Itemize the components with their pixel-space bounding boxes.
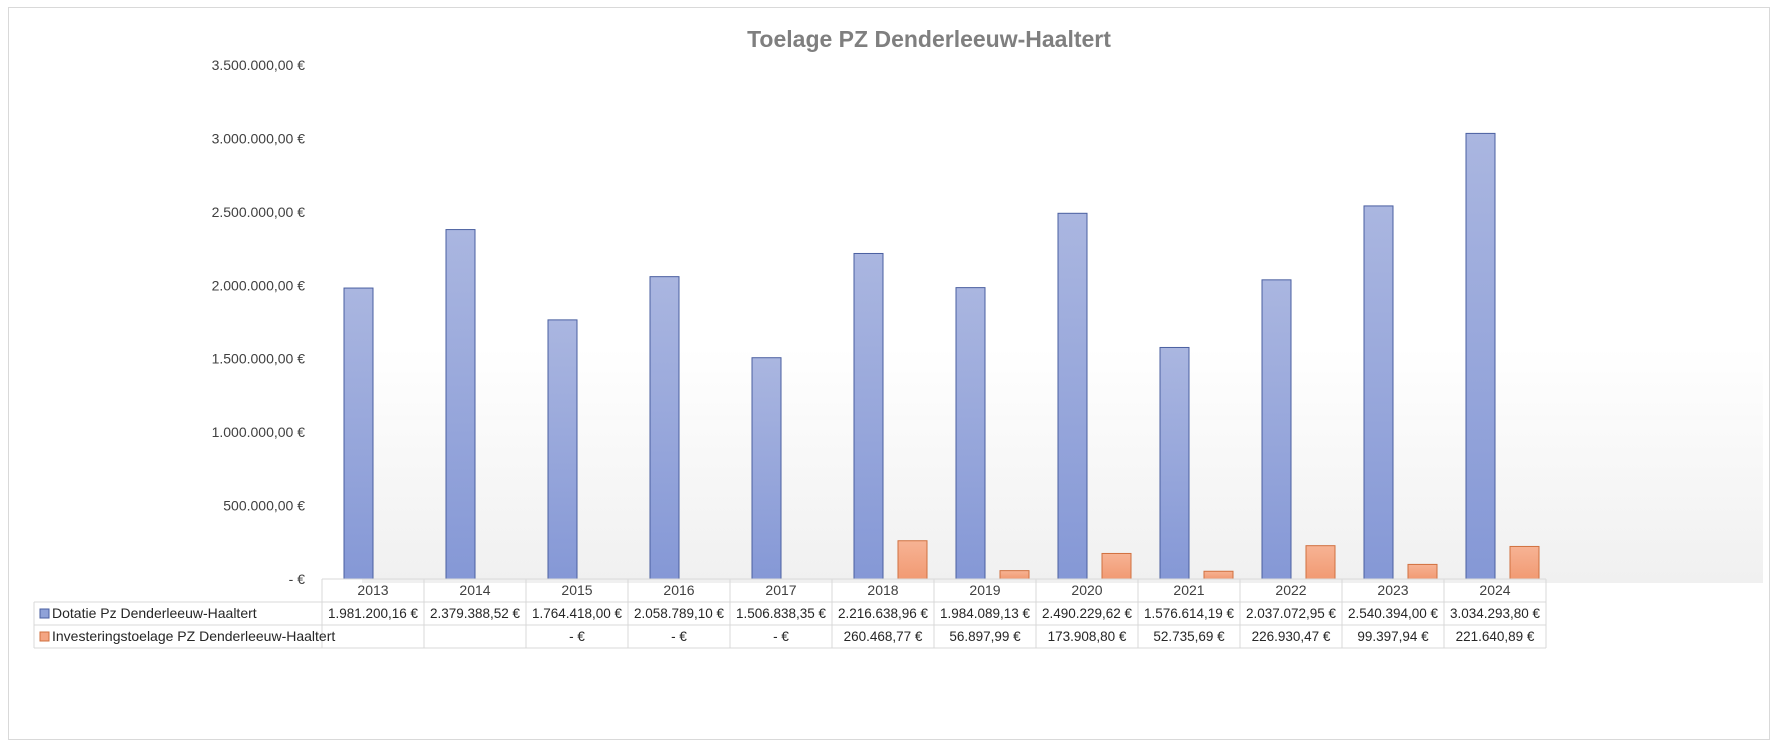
data-table: 2013 2014 2015 2016 2017 2018 2019 2020 2021 2022…: [33, 578, 1547, 649]
y-tick-label: 1.500.000,00 €: [212, 351, 306, 367]
data-label: 221.640,89 €: [1456, 629, 1535, 644]
bar-dotatie: [853, 252, 884, 580]
bar-dotatie: [1261, 279, 1292, 580]
legend-label: Dotatie Pz Denderleeuw-Haaltert: [52, 605, 257, 621]
bar-investeringstoelage: [1203, 570, 1234, 580]
data-label: - €: [569, 629, 585, 644]
data-label: 52.735,69 €: [1153, 629, 1225, 644]
y-tick-label: 2.000.000,00 €: [212, 277, 306, 293]
bars: [343, 132, 1540, 580]
bar-investeringstoelage: [1509, 545, 1540, 580]
bar-dotatie: [343, 287, 374, 580]
data-label: 2.216.638,96 €: [838, 606, 929, 621]
data-label: 173.908,80 €: [1048, 629, 1127, 644]
x-category-label: 2024: [1479, 582, 1510, 598]
data-label: 2.540.394,00 €: [1348, 606, 1439, 621]
x-category-label: 2016: [663, 582, 694, 598]
bar-dotatie: [445, 229, 476, 580]
x-category-label: 2017: [765, 582, 796, 598]
data-label: 260.468,77 €: [844, 629, 923, 644]
y-tick-label: 3.500.000,00 €: [212, 57, 306, 73]
y-tick-label: - €: [289, 571, 306, 587]
data-label: 1.576.614,19 €: [1144, 606, 1235, 621]
y-tick-label: 2.500.000,00 €: [212, 204, 306, 220]
bar-dotatie: [1057, 212, 1088, 580]
data-label: 1.764.418,00 €: [532, 606, 623, 621]
bar-investeringstoelage: [1407, 563, 1438, 580]
bar-investeringstoelage: [897, 540, 928, 580]
data-label: 56.897,99 €: [949, 629, 1021, 644]
data-label: - €: [773, 629, 789, 644]
y-axis: - € 500.000,00 € 1.000.000,00 € 1.500.000,0…: [212, 57, 306, 587]
data-label: 2.379.388,52 €: [430, 606, 521, 621]
bar-dotatie: [751, 357, 782, 580]
legend-swatch: [39, 631, 50, 642]
x-category-label: 2019: [969, 582, 1000, 598]
bar-investeringstoelage: [999, 570, 1030, 580]
x-category-label: 2015: [561, 582, 592, 598]
bar-dotatie: [1363, 205, 1394, 580]
y-tick-label: 500.000,00 €: [223, 498, 305, 514]
y-tick-label: 1.000.000,00 €: [212, 424, 306, 440]
bar-dotatie: [1159, 346, 1190, 580]
bar-dotatie: [955, 287, 986, 580]
x-category-label: 2021: [1173, 582, 1204, 598]
x-category-label: 2023: [1377, 582, 1408, 598]
data-label: 226.930,47 €: [1252, 629, 1331, 644]
data-label: 1.506.838,35 €: [736, 606, 827, 621]
chart-title: Toelage PZ Denderleeuw-Haaltert: [747, 26, 1111, 52]
legend-swatch: [39, 608, 50, 619]
bar-investeringstoelage: [1101, 552, 1132, 580]
x-category-label: 2014: [459, 582, 490, 598]
y-tick-label: 3.000.000,00 €: [212, 130, 306, 146]
data-label: 3.034.293,80 €: [1450, 606, 1541, 621]
chart-frame: Toelage PZ Denderleeuw-Haaltert - € 500.0…: [8, 7, 1770, 740]
bar-dotatie: [547, 319, 578, 580]
x-category-label: 2020: [1071, 582, 1102, 598]
data-label: 99.397,94 €: [1357, 629, 1429, 644]
data-label: 1.981.200,16 €: [328, 606, 419, 621]
x-category-label: 2018: [867, 582, 898, 598]
bar-dotatie: [1465, 132, 1496, 580]
data-label: 2.490.229,62 €: [1042, 606, 1133, 621]
x-category-label: 2022: [1275, 582, 1306, 598]
data-label: - €: [671, 629, 687, 644]
data-label: 1.984.089,13 €: [940, 606, 1031, 621]
legend-label: Investeringstoelage PZ Denderleeuw-Haalt…: [52, 628, 335, 644]
data-label: 2.037.072,95 €: [1246, 606, 1337, 621]
x-category-label: 2013: [357, 582, 388, 598]
data-label: 2.058.789,10 €: [634, 606, 725, 621]
bar-dotatie: [649, 276, 680, 580]
chart: Toelage PZ Denderleeuw-Haaltert - € 500.0…: [33, 26, 1763, 649]
bar-investeringstoelage: [1305, 545, 1336, 580]
